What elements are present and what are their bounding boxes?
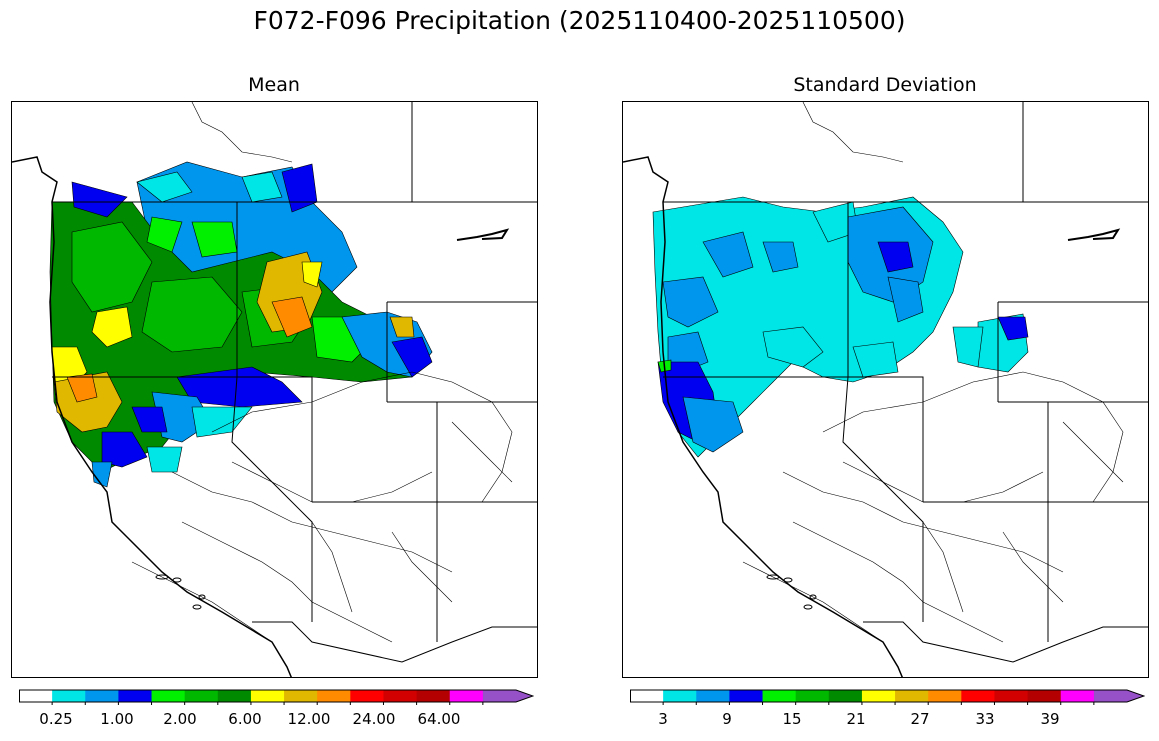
colorbar-segment <box>630 690 664 702</box>
std-colorbar <box>630 689 1146 709</box>
mean-tick-label: 6.00 <box>228 710 262 728</box>
colorbar-segment <box>118 690 153 702</box>
mean-precip-fill <box>49 161 433 488</box>
std-map <box>622 101 1149 678</box>
figure-title: F072-F096 Precipitation (2025110400-2025… <box>253 6 906 35</box>
colorbar-segment <box>762 690 797 702</box>
mean-tick-label: 1.00 <box>100 710 134 728</box>
colorbar-segment <box>895 690 929 702</box>
colorbar-segment <box>696 690 730 702</box>
colorbar-segment <box>317 690 351 702</box>
colorbar-segment <box>795 690 830 702</box>
colorbar-segment <box>19 690 53 702</box>
mean-map-canvas <box>12 102 537 677</box>
mean-colorbar-ramp <box>19 689 535 705</box>
std-tick-label: 39 <box>1040 710 1060 728</box>
mean-colorbar-labels: 0.25 1.00 2.00 6.00 12.00 24.00 64.00 <box>19 710 534 732</box>
colorbar-segment <box>250 690 285 702</box>
colorbar-segment <box>729 690 764 702</box>
colorbar-segment <box>350 690 384 702</box>
colorbar-segment <box>52 690 86 702</box>
mean-coastline <box>12 156 292 677</box>
mean-tick-label: 12.00 <box>287 710 331 728</box>
std-basin-lines <box>742 102 1124 643</box>
colorbar-segment <box>85 690 119 702</box>
std-colorbar-ramp <box>630 689 1146 705</box>
mean-map <box>11 101 538 678</box>
std-tick-label: 33 <box>975 710 995 728</box>
mean-colorbar <box>19 689 535 709</box>
colorbar-segment <box>861 690 896 702</box>
colorbar-segment <box>151 690 186 702</box>
colorbar-segment <box>928 690 962 702</box>
std-tick-label: 3 <box>658 710 668 728</box>
mean-tick-label: 64.00 <box>417 710 461 728</box>
std-panel-title: Standard Deviation <box>793 74 977 96</box>
colorbar-segment <box>184 690 219 702</box>
colorbar-extend-arrow <box>482 690 533 702</box>
std-great-lake <box>1067 228 1121 241</box>
std-spread-fill <box>652 196 1029 458</box>
colorbar-extend-arrow <box>1093 690 1144 702</box>
colorbar-segment <box>1060 690 1095 702</box>
std-coastline <box>623 156 903 677</box>
mean-panel-title: Mean <box>248 74 300 96</box>
std-colorbar-labels: 3 9 15 21 27 33 39 <box>630 710 1145 732</box>
colorbar-segment <box>449 690 484 702</box>
colorbar-segment <box>828 690 863 702</box>
std-islands <box>766 574 817 610</box>
std-tick-label: 21 <box>846 710 866 728</box>
mean-great-lake <box>456 228 510 241</box>
colorbar-segment <box>383 690 418 702</box>
mean-tick-label: 2.00 <box>163 710 197 728</box>
colorbar-segment <box>1027 690 1062 702</box>
mean-state-borders <box>52 102 537 663</box>
std-tick-label: 15 <box>782 710 802 728</box>
colorbar-segment <box>961 690 995 702</box>
colorbar-segment <box>416 690 451 702</box>
std-map-canvas <box>623 102 1148 677</box>
std-tick-label: 9 <box>722 710 732 728</box>
colorbar-segment <box>217 690 252 702</box>
mean-islands <box>155 574 206 610</box>
mean-tick-label: 0.25 <box>39 710 73 728</box>
colorbar-segment <box>284 690 318 702</box>
colorbar-segment <box>994 690 1029 702</box>
std-tick-label: 27 <box>910 710 930 728</box>
std-state-borders <box>663 102 1148 663</box>
colorbar-outline <box>19 689 535 703</box>
colorbar-segment <box>663 690 697 702</box>
colorbar-outline <box>630 689 1146 703</box>
mean-tick-label: 24.00 <box>352 710 396 728</box>
